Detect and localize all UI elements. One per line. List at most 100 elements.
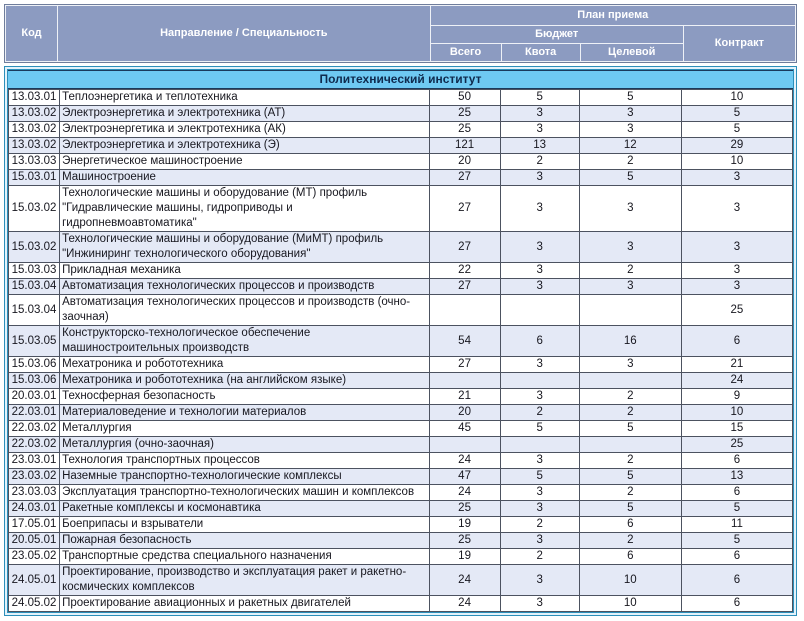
cell-contract: 5 <box>680 532 794 549</box>
cell-specialty: Техносферная безопасность <box>59 388 430 405</box>
cell-specialty: Боеприпасы и взрыватели <box>59 516 430 533</box>
cell-specialty: Ракетные комплексы и космонавтика <box>59 500 430 517</box>
cell-target <box>578 294 682 326</box>
cell-code: 15.03.06 <box>7 356 61 373</box>
table-row: 20.03.01 Техносферная безопасность 21 3 2 9 <box>7 388 794 405</box>
table-row: 22.03.01 Материаловедение и технологии ма… <box>7 404 794 421</box>
cell-target: 2 <box>578 404 682 421</box>
cell-total: 50 <box>428 89 501 106</box>
cell-contract: 6 <box>680 564 794 596</box>
cell-contract: 9 <box>680 388 794 405</box>
cell-quota: 5 <box>499 420 580 437</box>
cell-specialty: Наземные транспортно-технологические ком… <box>59 468 430 485</box>
table-row: 22.03.02 Металлургия (очно-заочная) 25 <box>7 436 794 453</box>
cell-code: 15.03.01 <box>7 169 61 186</box>
cell-total: 25 <box>428 500 501 517</box>
cell-total: 27 <box>428 278 501 295</box>
cell-specialty: Электроэнергетика и электротехника (АК) <box>59 121 430 138</box>
cell-total: 27 <box>428 356 501 373</box>
cell-total: 25 <box>428 121 501 138</box>
cell-quota: 3 <box>499 595 580 612</box>
cell-code: 23.03.03 <box>7 484 61 501</box>
cell-contract: 25 <box>680 436 794 453</box>
table-row: 15.03.06 Мехатроника и робототехника 27 3 3 2… <box>7 356 794 373</box>
cell-specialty: Металлургия (очно-заочная) <box>59 436 430 453</box>
cell-contract: 10 <box>680 153 794 170</box>
table-row: 22.03.02 Металлургия 45 5 5 15 <box>7 420 794 437</box>
cell-code: 15.03.04 <box>7 278 61 295</box>
cell-total: 24 <box>428 595 501 612</box>
table-row: 23.05.02 Транспортные средства специально… <box>7 548 794 565</box>
cell-target: 3 <box>578 231 682 263</box>
table-row: 24.03.01 Ракетные комплексы и космонавтик… <box>7 500 794 517</box>
cell-code: 23.03.02 <box>7 468 61 485</box>
cell-code: 15.03.04 <box>7 294 61 326</box>
cell-quota: 3 <box>499 231 580 263</box>
cell-target: 12 <box>578 137 682 154</box>
cell-specialty: Электроэнергетика и электротехника (Э) <box>59 137 430 154</box>
cell-quota: 3 <box>499 121 580 138</box>
cell-target: 3 <box>578 105 682 122</box>
cell-contract: 6 <box>680 484 794 501</box>
cell-specialty: Автоматизация технологических процессов … <box>59 294 430 326</box>
cell-total: 21 <box>428 388 501 405</box>
table-row: 13.03.02 Электроэнергетика и электротехни… <box>7 121 794 138</box>
cell-total <box>428 372 501 389</box>
table-row: 13.03.02 Электроэнергетика и электротехни… <box>7 137 794 154</box>
cell-total: 20 <box>428 404 501 421</box>
cell-quota: 3 <box>499 452 580 469</box>
admission-table: 13.03.01 Теплоэнергетика и теплотехника 50… <box>7 89 794 612</box>
cell-target: 2 <box>578 452 682 469</box>
cell-specialty: Пожарная безопасность <box>59 532 430 549</box>
cell-code: 13.03.02 <box>7 121 61 138</box>
cell-contract: 5 <box>680 121 794 138</box>
table-row: 15.03.01 Машиностроение 27 3 5 3 <box>7 169 794 186</box>
cell-specialty: Материаловедение и технологии материалов <box>59 404 430 421</box>
cell-quota: 2 <box>499 404 580 421</box>
header-admission-plan: План приема <box>429 5 796 26</box>
cell-contract: 15 <box>680 420 794 437</box>
table-row: 24.05.02 Проектирование авиационных и рак… <box>7 595 794 612</box>
cell-contract: 6 <box>680 452 794 469</box>
cell-target: 5 <box>578 468 682 485</box>
table-row: 17.05.01 Боеприпасы и взрыватели 19 2 6 11 <box>7 516 794 533</box>
table-row: 15.03.03 Прикладная механика 22 3 2 3 <box>7 262 794 279</box>
cell-code: 20.03.01 <box>7 388 61 405</box>
cell-contract: 29 <box>680 137 794 154</box>
cell-contract: 6 <box>680 595 794 612</box>
cell-code: 24.03.01 <box>7 500 61 517</box>
cell-specialty: Конструкторско-технологическое обеспечен… <box>59 325 430 357</box>
cell-specialty: Технология транспортных процессов <box>59 452 430 469</box>
cell-target: 5 <box>578 169 682 186</box>
cell-total: 24 <box>428 564 501 596</box>
cell-quota: 3 <box>499 356 580 373</box>
data-rows: 13.03.01 Теплоэнергетика и теплотехника 50… <box>7 89 794 612</box>
institute-banner: Политехнический институт <box>8 70 793 89</box>
cell-total: 19 <box>428 516 501 533</box>
cell-total: 25 <box>428 532 501 549</box>
table-row: 15.03.04 Автоматизация технологических пр… <box>7 294 794 326</box>
table-row: 13.03.02 Электроэнергетика и электротехни… <box>7 105 794 122</box>
cell-specialty: Машиностроение <box>59 169 430 186</box>
cell-contract: 10 <box>680 404 794 421</box>
cell-quota: 2 <box>499 548 580 565</box>
cell-quota <box>499 372 580 389</box>
cell-contract: 6 <box>680 325 794 357</box>
cell-total: 121 <box>428 137 501 154</box>
cell-contract: 10 <box>680 89 794 106</box>
cell-quota: 3 <box>499 262 580 279</box>
data-frame: Политехнический институт 13.03.01 Теплоэн… <box>4 66 797 616</box>
cell-total: 54 <box>428 325 501 357</box>
cell-target <box>578 436 682 453</box>
cell-code: 15.03.02 <box>7 185 61 232</box>
cell-code: 13.03.01 <box>7 89 61 106</box>
cell-quota: 2 <box>499 153 580 170</box>
cell-contract: 13 <box>680 468 794 485</box>
cell-quota: 3 <box>499 105 580 122</box>
cell-total: 45 <box>428 420 501 437</box>
cell-target: 3 <box>578 356 682 373</box>
cell-contract: 5 <box>680 105 794 122</box>
cell-target: 3 <box>578 278 682 295</box>
cell-code: 23.03.01 <box>7 452 61 469</box>
